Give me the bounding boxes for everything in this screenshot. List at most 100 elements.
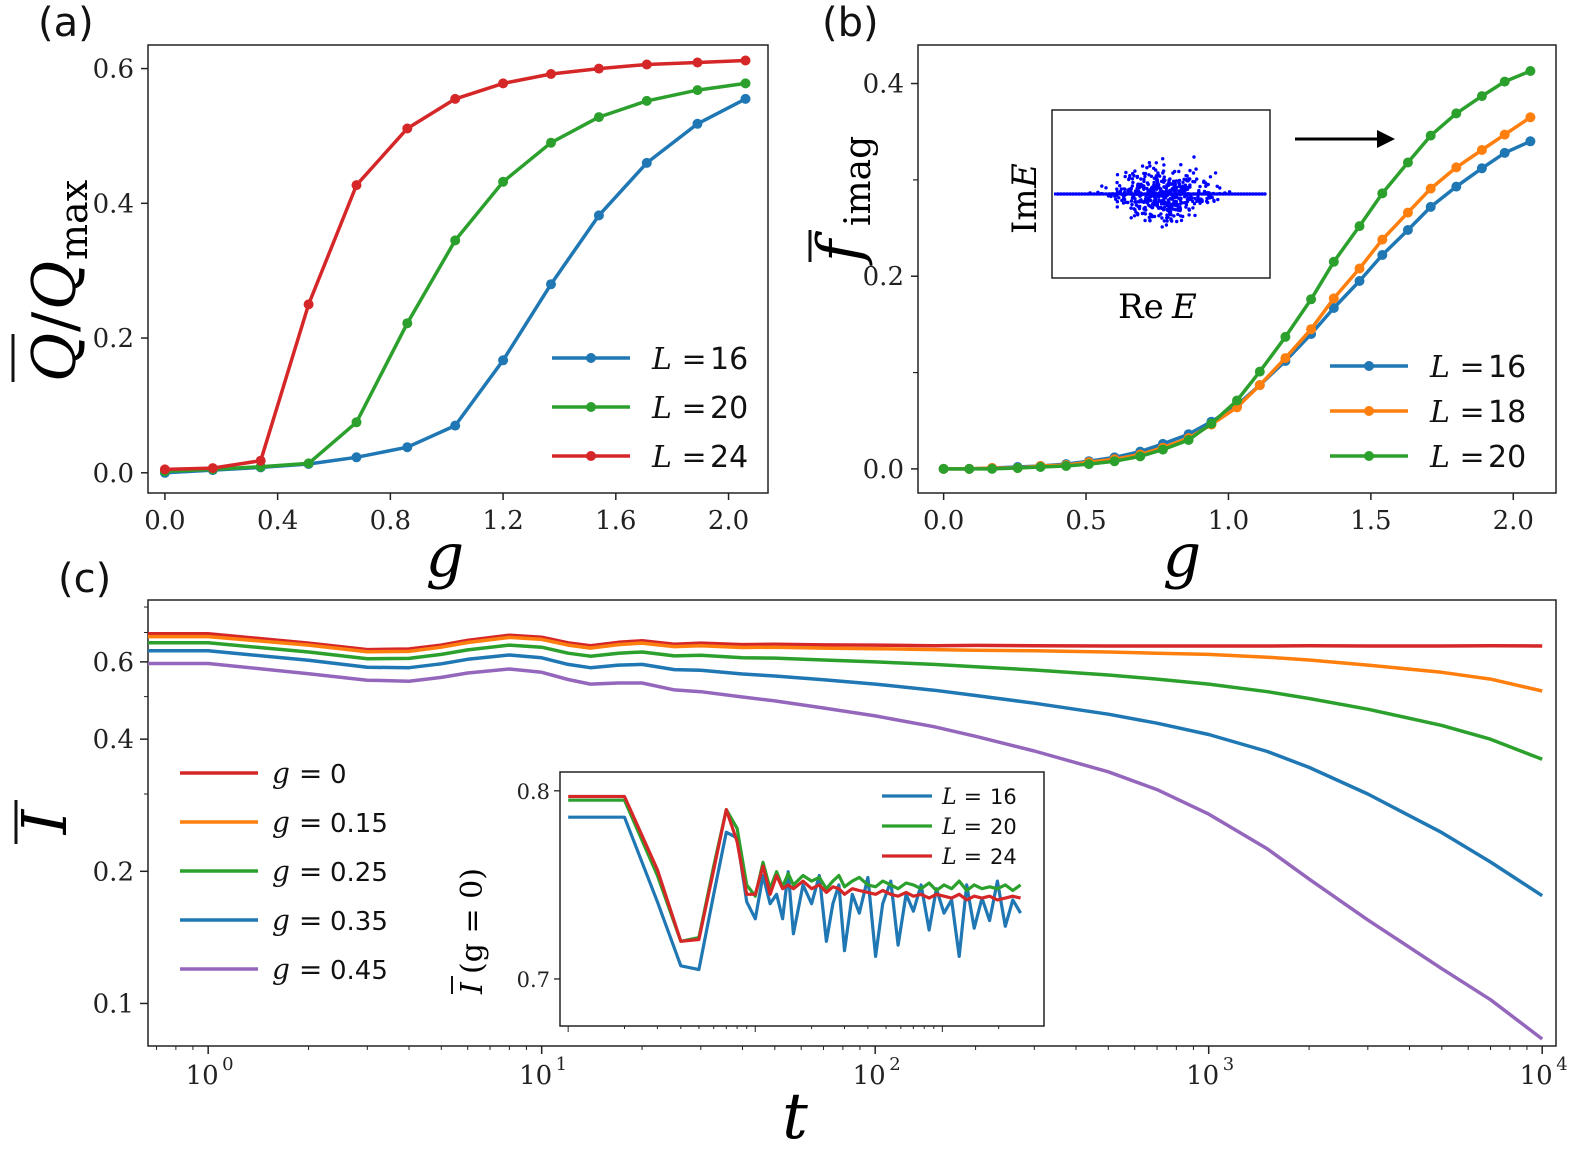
data-point: [1328, 256, 1339, 267]
inset-scatter-point: [1172, 214, 1176, 218]
inset-scatter-point: [1194, 192, 1198, 196]
inset-scatter-point: [1152, 203, 1157, 207]
legend-label-var: g =: [272, 904, 322, 937]
inset-scatter-point: [1100, 184, 1104, 188]
inset-scatter-point: [1080, 192, 1084, 196]
data-point: [1206, 418, 1217, 429]
data-point: [1451, 162, 1462, 173]
y-tick-label: 0.0: [93, 459, 134, 489]
inset-scatter-point: [1157, 206, 1162, 210]
inset-y-tick-label: 0.8: [517, 780, 550, 804]
x-tick-label: 1.5: [1350, 506, 1391, 536]
inset-scatter-point: [1165, 219, 1169, 223]
inset-scatter-point: [1171, 182, 1176, 186]
inset-scatter-point: [1165, 183, 1169, 187]
inset-scatter-point: [1185, 192, 1189, 196]
data-point: [1109, 456, 1120, 467]
inset-scatter-point: [1128, 174, 1132, 178]
inset-scatter-point: [1095, 192, 1099, 196]
panel-c-inset-ylabel-main: I: [455, 981, 490, 995]
legend-label-value: 0.15: [330, 809, 388, 839]
inset-scatter-point: [1205, 200, 1210, 205]
data-point: [303, 458, 314, 469]
panel-b-axes-frame: [917, 44, 1557, 494]
inset-scatter-point: [1191, 179, 1195, 184]
legend-label-var: g =: [272, 953, 322, 986]
inset-scatter-point: [1182, 185, 1187, 189]
data-point: [1157, 444, 1168, 455]
inset-scatter-point: [1125, 192, 1129, 196]
x-tick-label: 10: [853, 1061, 886, 1091]
inset-scatter-point: [1173, 169, 1177, 174]
inset-scatter-point: [1126, 189, 1130, 193]
inset-scatter-point: [1135, 189, 1139, 194]
inset-scatter-point: [1056, 192, 1060, 196]
inset-scatter-point: [1224, 192, 1228, 196]
data-point: [1280, 331, 1291, 342]
data-point: [159, 464, 170, 475]
data-point: [1354, 276, 1365, 286]
inset-scatter-point: [1213, 171, 1218, 175]
inset-scatter-point: [1161, 169, 1166, 173]
data-point: [1328, 293, 1339, 304]
data-point: [1377, 234, 1388, 245]
data-point: [593, 63, 604, 74]
inset-scatter-point: [1143, 174, 1147, 179]
inset-scatter-point: [1144, 194, 1148, 199]
inset-scatter-point: [1157, 198, 1161, 202]
data-point: [402, 318, 413, 329]
inset-legend-label-value: 16: [990, 785, 1017, 809]
panel-c-inset-y-ticks: 0.7 0.8: [517, 780, 560, 992]
inset-scatter-point: [1143, 218, 1147, 223]
inset-scatter-point: [1239, 192, 1243, 196]
data-point: [938, 463, 949, 474]
x-tick-label: 1.2: [482, 506, 523, 536]
x-tick-exponent: 3: [1223, 1054, 1234, 1075]
inset-scatter-point: [1236, 192, 1240, 196]
data-point: [641, 157, 652, 168]
inset-scatter-point: [1191, 199, 1195, 204]
x-tick-exponent: 2: [889, 1054, 900, 1075]
inset-scatter-point: [1191, 192, 1195, 196]
panel-b-label: (b): [822, 0, 879, 46]
panel-a-ylabel-main-2: Q: [20, 261, 90, 310]
inset-scatter-point: [1130, 202, 1134, 207]
inset-scatter-point: [1165, 216, 1169, 220]
inset-scatter-point: [1204, 184, 1208, 188]
inset-scatter-point: [1115, 180, 1119, 185]
inset-scatter-point: [1176, 192, 1180, 196]
inset-scatter-point: [1208, 195, 1213, 199]
data-point: [498, 176, 509, 187]
inset-scatter-point: [1167, 192, 1171, 196]
inset-scatter-point: [1198, 184, 1202, 189]
legend-label-var: L =: [651, 391, 707, 426]
inset-scatter-point: [1083, 192, 1087, 196]
inset-scatter-point: [1131, 192, 1135, 196]
inset-scatter-point: [1153, 198, 1157, 203]
inset-scatter-point: [1129, 199, 1134, 203]
data-point: [692, 57, 703, 68]
inset-scatter-point: [1191, 206, 1195, 210]
inset-scatter-point: [1200, 192, 1204, 196]
inset-scatter-point: [1173, 192, 1177, 196]
data-point: [1451, 181, 1462, 192]
inset-scatter-point: [1104, 192, 1108, 196]
inset-scatter-point: [1206, 192, 1210, 196]
inset-scatter-point: [1161, 200, 1165, 205]
series-line: [148, 634, 1543, 693]
data-point: [1280, 353, 1291, 364]
inset-scatter-point: [1124, 170, 1128, 175]
data-point: [1354, 263, 1365, 274]
inset-scatter-point: [1188, 185, 1192, 189]
panel-b-legend: L = 16L = 18L = 20: [1330, 350, 1526, 475]
inset-scatter-point: [1181, 214, 1185, 219]
panel-b-inset-points: [1056, 155, 1267, 229]
panel-b-inset-ylabel-main: Im: [1005, 188, 1045, 234]
panel-a-y-ticks: 0.0 0.2 0.4 0.6: [93, 55, 148, 489]
data-point: [1012, 463, 1023, 473]
inset-scatter-point: [1215, 184, 1219, 188]
inset-scatter-point: [1202, 179, 1206, 183]
inset-scatter-point: [1154, 174, 1159, 178]
inset-scatter-point: [1138, 204, 1142, 209]
panel-c-inset-series: [568, 794, 1022, 972]
